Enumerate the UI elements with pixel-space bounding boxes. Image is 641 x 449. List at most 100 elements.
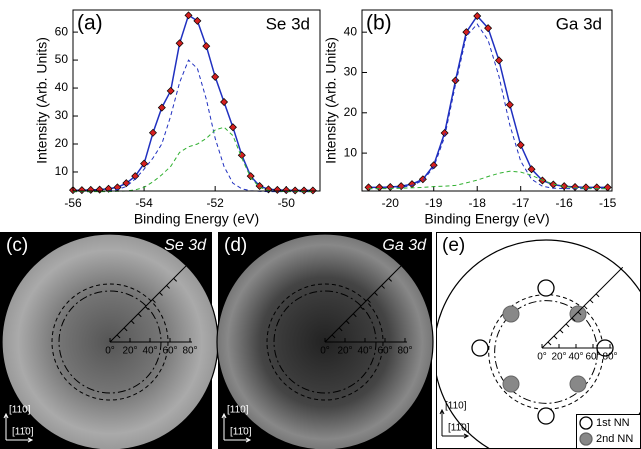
panel-title: Se 3d (266, 14, 310, 33)
figure: 10 20 30 40 50 60 -56 -54 -52 -50 (a) Se 3d Binding … (0, 0, 641, 449)
data-point (194, 17, 201, 24)
data-point (167, 87, 174, 94)
polar-tick-label: 0° (537, 352, 547, 363)
direction-label: [11̄0] (230, 427, 252, 438)
y-tick-label: 30 (55, 108, 69, 122)
data-point (221, 99, 228, 106)
legend-first-nn (580, 417, 592, 429)
data-point (517, 142, 524, 149)
panel-title: Ga 3d (382, 237, 427, 254)
y-axis-label: Intensity (Arb. Units) (323, 37, 339, 164)
data-point (506, 101, 513, 108)
x-tick-label: -19 (425, 196, 443, 210)
fit-curve (73, 15, 313, 190)
data-point (212, 73, 219, 80)
polar-tick-label: 60° (377, 346, 392, 357)
second-nn (570, 306, 586, 322)
panel-title: Ga 3d (556, 14, 602, 33)
polar-tick-label: 80° (602, 352, 617, 363)
polar-tick-label: 40° (568, 352, 583, 363)
data-point (572, 183, 579, 190)
data-point (301, 187, 308, 194)
x-tick-label: -17 (512, 196, 530, 210)
polar-tick-label: 20° (337, 346, 352, 357)
y-tick-label: 10 (55, 164, 69, 178)
plot-frame (73, 10, 320, 191)
data-point (593, 184, 600, 191)
data-point (365, 184, 372, 191)
polar-tick-label: 20° (551, 352, 566, 363)
y-tick-label: 30 (344, 65, 358, 79)
data-point (387, 183, 394, 190)
data-point (283, 187, 290, 194)
x-axis-label: Binding Energy (eV) (134, 211, 259, 227)
data-point (158, 104, 165, 111)
data-point (229, 124, 236, 131)
component-curve (73, 60, 313, 192)
x-tick-label: -18 (469, 196, 487, 210)
polar-tick-label: 40° (142, 346, 157, 357)
x-axis-label: Binding Energy (eV) (424, 211, 549, 227)
component-curve (369, 24, 608, 189)
legend-label: 1st NN (596, 417, 630, 429)
y-tick-label: 60 (55, 24, 69, 38)
data-point (87, 186, 94, 193)
direction-label: [11̄0] (448, 423, 470, 434)
second-nn (570, 376, 586, 392)
panel-label: (b) (366, 12, 392, 35)
data-point (376, 184, 383, 191)
direction-label: [110] (9, 405, 31, 416)
data-point (149, 129, 156, 136)
polar-tick-label: 60° (162, 346, 177, 357)
y-tick-label: 40 (344, 24, 358, 38)
direction-label: [11̄0] (12, 427, 34, 438)
data-point (176, 40, 183, 47)
component-curve (73, 127, 313, 191)
panel-label: (a) (77, 12, 103, 35)
polar-tick-label: 80° (182, 346, 197, 357)
polar-tick-label: 40° (357, 346, 372, 357)
x-tick-label: -20 (382, 196, 400, 210)
panel-group: 0° 20° 40° 60° 80° (217, 234, 433, 449)
polar-tick-label: 20° (122, 346, 137, 357)
y-tick-label: 20 (344, 105, 358, 119)
plot-frame (362, 10, 612, 191)
data-point (309, 187, 316, 194)
data-point (604, 184, 611, 191)
legend-label: 2nd NN (596, 433, 633, 445)
y-tick-label: 50 (55, 52, 69, 66)
x-tick-label: -50 (278, 196, 296, 210)
x-tick-label: -16 (556, 196, 574, 210)
data-point (582, 184, 589, 191)
y-axis-label: Intensity (Arb. Units) (34, 37, 50, 164)
y-tick-label: 40 (55, 80, 69, 94)
data-point (203, 43, 210, 50)
second-nn (503, 376, 519, 392)
y-tick-label: 20 (55, 136, 69, 150)
direction-label: [110] (227, 405, 249, 416)
y-tick-label: 10 (344, 145, 358, 159)
second-nn (503, 306, 519, 322)
x-tick-label: -15 (599, 196, 617, 210)
panel-label: (e) (442, 235, 465, 256)
data-point (185, 12, 192, 19)
polar-tick-label: 60° (585, 352, 600, 363)
panel-group: 0° 20° 40° 60° 80° (2, 234, 218, 449)
first-nn (472, 340, 488, 356)
data-point (292, 187, 299, 194)
data-point (78, 187, 85, 194)
polar-tick-label: 80° (397, 346, 412, 357)
polar-tick-label: 0° (105, 346, 115, 357)
legend-second-nn (580, 433, 592, 445)
first-nn (538, 408, 554, 424)
polar-tick-label: 0° (320, 346, 330, 357)
panel-label: (c) (6, 235, 28, 256)
x-tick-label: -52 (206, 196, 224, 210)
data-point (274, 186, 281, 193)
data-point (409, 181, 416, 188)
data-point (452, 77, 459, 84)
x-tick-label: -54 (135, 196, 153, 210)
data-point (495, 57, 502, 64)
x-tick-label: -56 (64, 196, 82, 210)
panel-title: Se 3d (164, 237, 207, 254)
